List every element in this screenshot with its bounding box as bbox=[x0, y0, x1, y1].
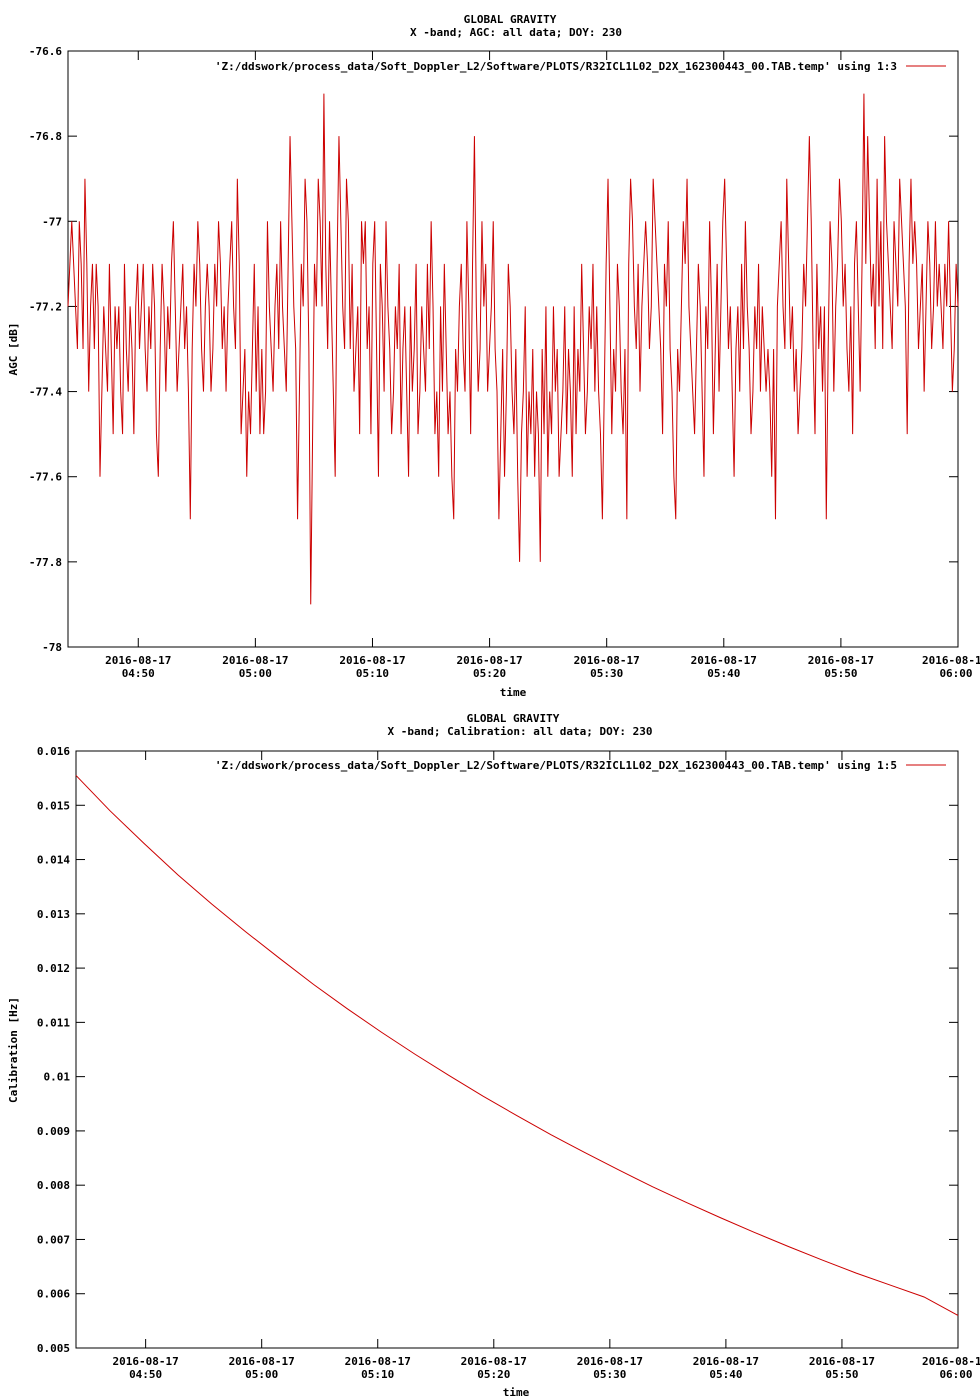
x-tick-time-label: 05:40 bbox=[707, 667, 740, 680]
calibration-chart: GLOBAL GRAVITY X -band; Calibration: all… bbox=[7, 712, 980, 1399]
x-tick-date-label: 2016-08-17 bbox=[693, 1355, 759, 1368]
x-tick-date-label: 2016-08-17 bbox=[691, 654, 757, 667]
x-tick-date-label: 2016-08-17 bbox=[456, 654, 522, 667]
legend-label: 'Z:/ddswork/process_data/Soft_Doppler_L2… bbox=[215, 60, 897, 73]
x-tick-date-label: 2016-08-17 bbox=[105, 654, 171, 667]
x-tick-date-label: 2016-08-17 bbox=[461, 1355, 527, 1368]
x-tick-time-label: 05:00 bbox=[245, 1368, 278, 1381]
y-tick-label: -77.4 bbox=[29, 386, 62, 399]
y-axis-label: AGC [dB] bbox=[7, 323, 20, 376]
y-tick-label: -77.2 bbox=[29, 300, 62, 313]
y-tick-label: 0.005 bbox=[37, 1342, 70, 1355]
x-axis-label: time bbox=[500, 686, 527, 699]
y-tick-label: -77.6 bbox=[29, 471, 62, 484]
x-tick-time-label: 05:20 bbox=[477, 1368, 510, 1381]
series-line bbox=[75, 775, 959, 1316]
legend-label: 'Z:/ddswork/process_data/Soft_Doppler_L2… bbox=[215, 759, 897, 772]
y-tick-label: 0.015 bbox=[37, 799, 70, 812]
chart-subtitle: X -band; Calibration: all data; DOY: 230 bbox=[388, 725, 653, 738]
x-tick-date-label: 2016-08-17 bbox=[113, 1355, 179, 1368]
x-tick-date-label: 2016-08-17 bbox=[808, 654, 874, 667]
y-tick-label: 0.012 bbox=[37, 962, 70, 975]
x-tick-date-label: 2016-08-17 bbox=[229, 1355, 295, 1368]
x-tick-time-label: 05:40 bbox=[709, 1368, 742, 1381]
x-tick-date-label: 2016-08-17 bbox=[809, 1355, 875, 1368]
x-tick-date-label: 2016-08-1 bbox=[922, 654, 980, 667]
y-tick-label: 0.01 bbox=[44, 1071, 71, 1084]
x-tick-time-label: 04:50 bbox=[122, 667, 155, 680]
y-tick-label: -76.6 bbox=[29, 45, 62, 58]
x-tick-time-label: 06:00 bbox=[939, 667, 972, 680]
x-tick-date-label: 2016-08-1 bbox=[922, 1355, 980, 1368]
x-tick-date-label: 2016-08-17 bbox=[574, 654, 640, 667]
chart-subtitle: X -band; AGC: all data; DOY: 230 bbox=[410, 26, 622, 39]
y-tick-label: 0.013 bbox=[37, 908, 70, 921]
x-tick-time-label: 05:30 bbox=[590, 667, 623, 680]
y-tick-label: 0.007 bbox=[37, 1233, 70, 1246]
y-tick-label: 0.014 bbox=[37, 854, 70, 867]
x-tick-time-label: 05:50 bbox=[824, 667, 857, 680]
chart-title: GLOBAL GRAVITY bbox=[464, 13, 557, 26]
y-tick-label: 0.011 bbox=[37, 1016, 70, 1029]
x-tick-date-label: 2016-08-17 bbox=[339, 654, 405, 667]
y-tick-label: 0.016 bbox=[37, 745, 70, 758]
x-tick-time-label: 05:10 bbox=[356, 667, 389, 680]
plot-frame bbox=[67, 50, 959, 648]
x-axis-label: time bbox=[503, 1386, 530, 1399]
x-tick-time-label: 05:10 bbox=[361, 1368, 394, 1381]
x-tick-time-label: 05:50 bbox=[825, 1368, 858, 1381]
x-tick-time-label: 04:50 bbox=[129, 1368, 162, 1381]
chart-title: GLOBAL GRAVITY bbox=[467, 712, 560, 725]
x-tick-time-label: 05:00 bbox=[239, 667, 272, 680]
y-tick-label: -77.8 bbox=[29, 556, 62, 569]
series-line bbox=[67, 93, 959, 605]
y-tick-label: 0.008 bbox=[37, 1179, 70, 1192]
y-tick-label: 0.006 bbox=[37, 1288, 70, 1301]
x-tick-time-label: 05:20 bbox=[473, 667, 506, 680]
x-tick-time-label: 06:00 bbox=[939, 1368, 972, 1381]
y-tick-label: 0.009 bbox=[37, 1125, 70, 1138]
x-tick-date-label: 2016-08-17 bbox=[577, 1355, 643, 1368]
y-tick-label: -76.8 bbox=[29, 130, 62, 143]
y-tick-label: -78 bbox=[42, 641, 62, 654]
agc-chart: GLOBAL GRAVITY X -band; AGC: all data; D… bbox=[7, 13, 980, 699]
y-tick-label: -77 bbox=[42, 215, 62, 228]
plot-frame bbox=[75, 750, 959, 1349]
x-tick-date-label: 2016-08-17 bbox=[222, 654, 288, 667]
x-tick-date-label: 2016-08-17 bbox=[345, 1355, 411, 1368]
y-axis-label: Calibration [Hz] bbox=[7, 997, 20, 1103]
x-tick-time-label: 05:30 bbox=[593, 1368, 626, 1381]
